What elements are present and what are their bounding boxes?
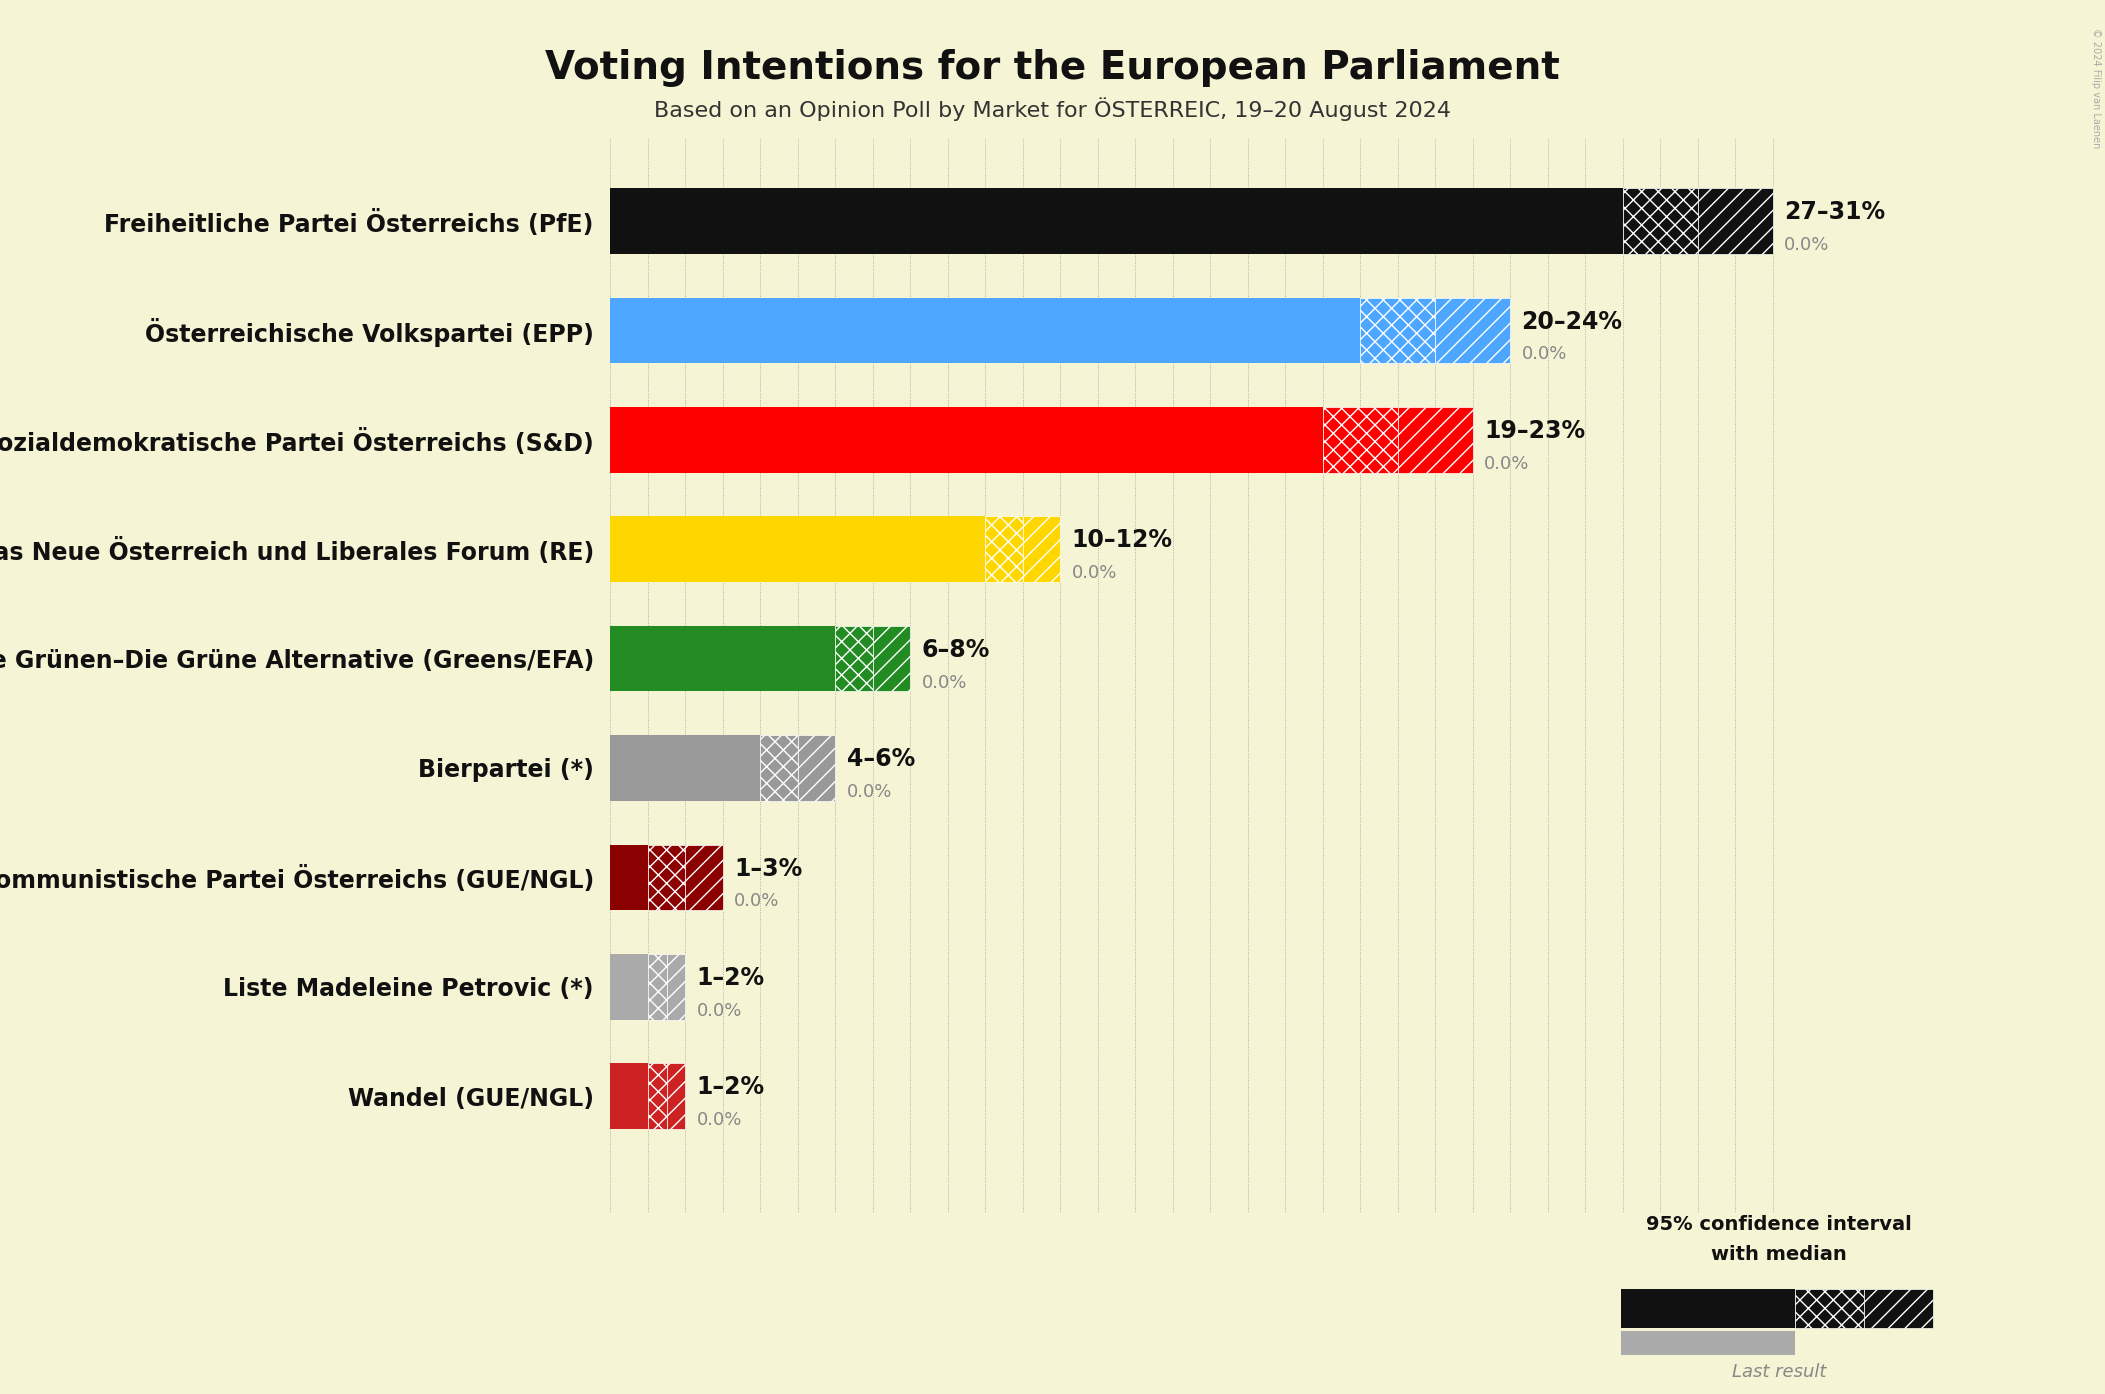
Bar <box>610 188 1623 254</box>
Text: with median: with median <box>1711 1245 1846 1264</box>
Text: Voting Intentions for the European Parliament: Voting Intentions for the European Parli… <box>545 49 1560 86</box>
Bar <box>610 953 648 1019</box>
Bar <box>760 735 798 800</box>
Bar <box>1436 297 1509 364</box>
Bar <box>610 626 836 691</box>
Text: 1–2%: 1–2% <box>697 1075 764 1100</box>
Bar <box>985 516 1023 583</box>
Text: 0.0%: 0.0% <box>697 1002 743 1020</box>
Bar <box>874 626 909 691</box>
Bar <box>1023 516 1061 583</box>
Text: 0.0%: 0.0% <box>1071 565 1118 583</box>
Text: 27–31%: 27–31% <box>1785 201 1886 224</box>
Bar <box>1398 407 1473 473</box>
Bar <box>610 297 1360 364</box>
Bar <box>836 626 874 691</box>
Text: 10–12%: 10–12% <box>1071 528 1172 552</box>
Text: 0.0%: 0.0% <box>1785 236 1829 254</box>
Bar <box>648 845 686 910</box>
Bar <box>686 845 722 910</box>
Bar <box>1322 407 1398 473</box>
Text: 4–6%: 4–6% <box>846 747 916 771</box>
Bar <box>610 845 648 910</box>
Text: Based on an Opinion Poll by Market for ÖSTERREIC, 19–20 August 2024: Based on an Opinion Poll by Market for Ö… <box>655 98 1450 121</box>
Text: 1–3%: 1–3% <box>735 857 802 881</box>
Text: 1–2%: 1–2% <box>697 966 764 990</box>
Text: Last result: Last result <box>1732 1363 1825 1381</box>
Text: 0.0%: 0.0% <box>697 1111 743 1129</box>
Text: 0.0%: 0.0% <box>1484 454 1530 473</box>
Text: 0.0%: 0.0% <box>846 783 893 802</box>
Text: 0.0%: 0.0% <box>735 892 779 910</box>
Text: 0.0%: 0.0% <box>1522 346 1566 364</box>
Bar <box>610 1064 648 1129</box>
Bar <box>798 735 836 800</box>
Bar <box>667 953 686 1019</box>
Text: 0.0%: 0.0% <box>922 673 966 691</box>
Text: 6–8%: 6–8% <box>922 638 989 662</box>
Bar <box>610 407 1322 473</box>
Text: 95% confidence interval: 95% confidence interval <box>1646 1214 1911 1234</box>
Text: © 2024 Filip van Laenen: © 2024 Filip van Laenen <box>2090 28 2101 148</box>
Bar <box>648 953 667 1019</box>
Bar <box>610 516 985 583</box>
Bar <box>1699 188 1772 254</box>
Bar <box>667 1064 686 1129</box>
Bar <box>610 735 760 800</box>
Text: 20–24%: 20–24% <box>1522 309 1623 333</box>
Bar <box>1360 297 1436 364</box>
Bar <box>648 1064 667 1129</box>
Text: 19–23%: 19–23% <box>1484 420 1585 443</box>
Bar <box>1623 188 1699 254</box>
